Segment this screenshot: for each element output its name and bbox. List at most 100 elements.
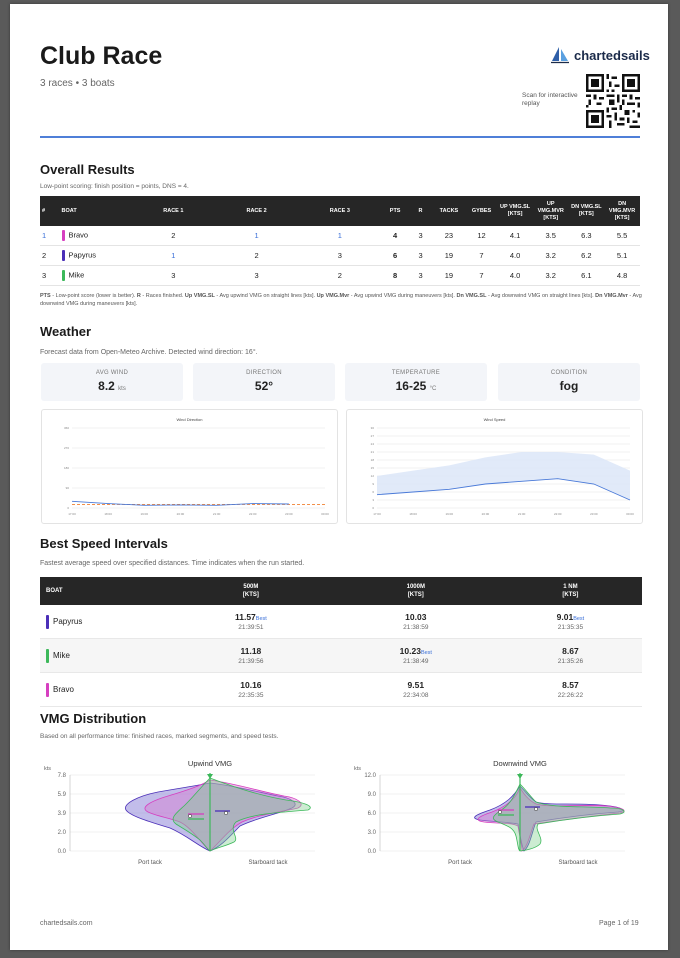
- boat-name: Papyrus: [53, 616, 83, 626]
- boat-color-marker: [46, 682, 49, 697]
- legend-desc: - Avg downwind VMG on straight lines [kt…: [486, 293, 596, 299]
- x-tick-label: 00:00: [626, 512, 634, 516]
- vmg-note: Based on all performance time: finished …: [40, 733, 279, 740]
- y-tick-label: 30: [371, 426, 375, 430]
- y-axis-unit: kts: [44, 766, 51, 772]
- weather-card-direction: DIRECTION 52°: [193, 363, 335, 401]
- legend-desc: - Races finished.: [140, 293, 185, 299]
- series-line: [71, 500, 289, 506]
- x-tick-label: 20:00: [482, 512, 490, 516]
- cell-speed: 11.57Best 21:39:51: [169, 605, 333, 639]
- y-tick-label: 0.0: [368, 849, 377, 855]
- cell-r: 3: [408, 265, 433, 286]
- vmg-violin-mike: [492, 783, 625, 852]
- col-race1: RACE 1: [131, 196, 215, 226]
- wind-direction-chart: Wind Direction 0 90 180 270 360 17:00 18:00 19:…: [41, 409, 338, 524]
- wind-speed-chart: Wind Speed 0 3 6 9 12 15 18 21 24 27 30 17:00 18:00 1…: [346, 409, 643, 524]
- y-tick-label: 6: [372, 490, 374, 494]
- card-value: 16-25: [395, 379, 427, 393]
- scan-text: Scan for interactive replay: [522, 92, 578, 107]
- legend-term: PTS: [40, 293, 51, 299]
- y-tick-label: 6.0: [368, 811, 377, 817]
- y-tick-label: 24: [371, 442, 375, 446]
- card-value: 52°: [254, 379, 274, 393]
- cell-dn_sl: 6.2: [568, 245, 605, 266]
- cell-r1: 2: [131, 226, 215, 246]
- legend-term: Dn VMG.SL: [456, 293, 487, 299]
- y-tick-label: 15: [371, 466, 375, 470]
- cell-rank[interactable]: 1: [40, 226, 60, 246]
- weather-card-condition: CONDITION fog: [498, 363, 640, 401]
- cell-speed: 8.57 22:26:22: [498, 672, 642, 707]
- speed-table-wrap: BOAT 500M [KTS] 1000M [KTS] 1 NM [KTS] Papy…: [40, 577, 642, 707]
- col-boat: BOAT: [59, 196, 132, 226]
- y-tick-label: 3.9: [58, 811, 67, 817]
- speed-time: 21:38:59: [403, 624, 429, 631]
- speed-time: 21:35:26: [557, 658, 584, 665]
- report-page: Club Race 3 races • 3 boats chartedsails…: [10, 4, 668, 950]
- sail-logo-icon: [551, 47, 569, 64]
- qr-code[interactable]: [586, 74, 640, 128]
- speed-note: Fastest average speed over specified dis…: [40, 560, 305, 567]
- speed-value: 10.16: [240, 680, 262, 690]
- best-badge: Best: [255, 616, 267, 622]
- cell-pts: 8: [381, 265, 409, 286]
- cell-dn_mvr: 5.1: [604, 245, 640, 266]
- header-divider: [40, 136, 640, 138]
- cell-boat: Papyrus: [59, 245, 132, 266]
- speed-value: 9.51: [407, 680, 425, 690]
- cell-r1[interactable]: 1: [131, 245, 215, 266]
- wind-direction-plot: 0 90 180 270 360 17:00 18:00 19:00 20:00 21:00 22:…: [64, 426, 329, 516]
- wind-speed-plot: 0 3 6 9 12 15 18 21 24 27 30 17:00 18:00 19:00 20:00 21…: [371, 426, 634, 516]
- legend-term: R: [136, 293, 141, 299]
- chart-title: Wind Speed: [483, 417, 506, 422]
- x-tick-label: 19:00: [141, 512, 149, 516]
- cell-r1: 3: [131, 265, 215, 286]
- cell-up_mvr: 3.2: [532, 245, 569, 266]
- brand-logo[interactable]: chartedsails: [550, 46, 650, 64]
- y-tick-label: 18: [371, 458, 375, 462]
- y-tick-label: 5.9: [58, 792, 67, 798]
- x-tick-label: 21:00: [213, 512, 221, 516]
- speed-time: 22:34:08: [403, 692, 429, 699]
- speed-heading: Best Speed Intervals: [40, 536, 168, 551]
- col-unit: [KTS]: [407, 592, 424, 598]
- best-badge: Best: [420, 650, 432, 656]
- cell-boat: Bravo: [59, 226, 132, 246]
- x-tick-label: 22:00: [554, 512, 562, 516]
- speed-time: 21:39:56: [238, 658, 264, 665]
- speed-header-row: BOAT 500M [KTS] 1000M [KTS] 1 NM [KTS]: [40, 577, 642, 605]
- cell-speed: 10.03 21:38:59: [332, 605, 499, 639]
- x-axis-label-starboard: Starboard tack: [248, 860, 288, 866]
- boat-color-marker: [61, 230, 65, 241]
- downwind-vmg-chart: Downwind VMG kts 0.0 3.0 6.0 9.0 12.0 Port tack…: [354, 759, 625, 866]
- speed-row: Papyrus 11.57Best 21:39:51 10.03 21:38:59 9.0…: [40, 605, 642, 639]
- speed-value: 10.03: [405, 612, 427, 622]
- speed-time: 21:35:35: [557, 624, 584, 631]
- cell-speed: 8.67 21:35:26: [498, 638, 642, 673]
- speed-row: Bravo 10.16 22:35:35 9.51 22:34:08 8.57 22:26:…: [40, 672, 642, 707]
- results-header-row: # BOAT RACE 1 RACE 2 RACE 3 PTS R TACKS …: [40, 196, 640, 226]
- y-tick-label: 0: [67, 506, 69, 510]
- x-tick-label: 19:00: [446, 512, 454, 516]
- col-race2: RACE 2: [214, 196, 299, 226]
- footer-page-number: Page 1 of 19: [599, 920, 639, 927]
- legend-term: Dn VMG.Mvr: [595, 293, 628, 299]
- y-tick-label: 2.0: [58, 830, 67, 836]
- cell-r3[interactable]: 1: [298, 226, 382, 246]
- y-tick-label: 0.0: [58, 849, 67, 855]
- best-badge: Best: [573, 616, 585, 622]
- results-row: 1 Bravo 2 1 1 4 3 23 12 4.1 3.5 6.3 5.5: [40, 226, 640, 246]
- x-tick-label: 21:00: [518, 512, 526, 516]
- y-axis-unit: kts: [354, 766, 361, 772]
- vmg-heading: VMG Distribution: [40, 711, 147, 726]
- cell-r2[interactable]: 1: [214, 226, 299, 246]
- legend-desc: - Avg downwind VMG during maneuvers [kts…: [40, 293, 642, 307]
- footer-site[interactable]: chartedsails.com: [40, 920, 93, 927]
- cell-rank: 3: [40, 265, 60, 286]
- speed-time: 22:35:35: [238, 692, 264, 699]
- card-label: DIRECTION: [246, 370, 282, 376]
- speed-value: 10.23: [399, 646, 421, 656]
- x-tick-label: 18:00: [409, 512, 417, 516]
- cell-tacks: 19: [432, 245, 466, 266]
